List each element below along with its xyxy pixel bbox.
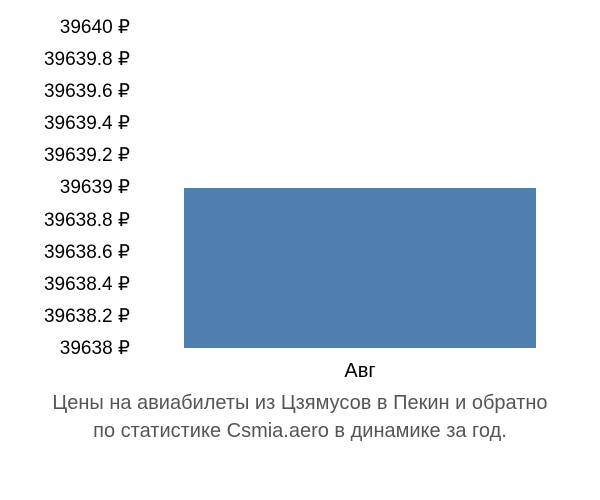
y-tick: 39639.6 ₽ <box>0 82 140 101</box>
y-tick: 39638.6 ₽ <box>0 243 140 262</box>
plot-area <box>150 28 570 348</box>
y-tick: 39639 ₽ <box>0 178 140 197</box>
y-axis: 39640 ₽ 39639.8 ₽ 39639.6 ₽ 39639.4 ₽ 39… <box>0 18 140 358</box>
chart-caption: Цены на авиабилеты из Цзямусов в Пекин и… <box>0 389 600 445</box>
y-tick: 39638 ₽ <box>0 339 140 358</box>
y-tick: 39638.2 ₽ <box>0 307 140 326</box>
y-tick: 39640 ₽ <box>0 18 140 37</box>
x-axis: Авг <box>150 360 570 383</box>
y-tick: 39638.4 ₽ <box>0 275 140 294</box>
chart-container: 39640 ₽ 39639.8 ₽ 39639.6 ₽ 39639.4 ₽ 39… <box>0 0 600 500</box>
y-tick: 39638.8 ₽ <box>0 211 140 230</box>
y-tick: 39639.4 ₽ <box>0 114 140 133</box>
x-tick: Авг <box>344 360 375 383</box>
caption-line: Цены на авиабилеты из Цзямусов в Пекин и… <box>20 389 580 417</box>
bar-aug <box>184 188 537 348</box>
y-tick: 39639.2 ₽ <box>0 146 140 165</box>
y-tick: 39639.8 ₽ <box>0 50 140 69</box>
caption-line: по статистике Csmia.aero в динамике за г… <box>20 417 580 445</box>
